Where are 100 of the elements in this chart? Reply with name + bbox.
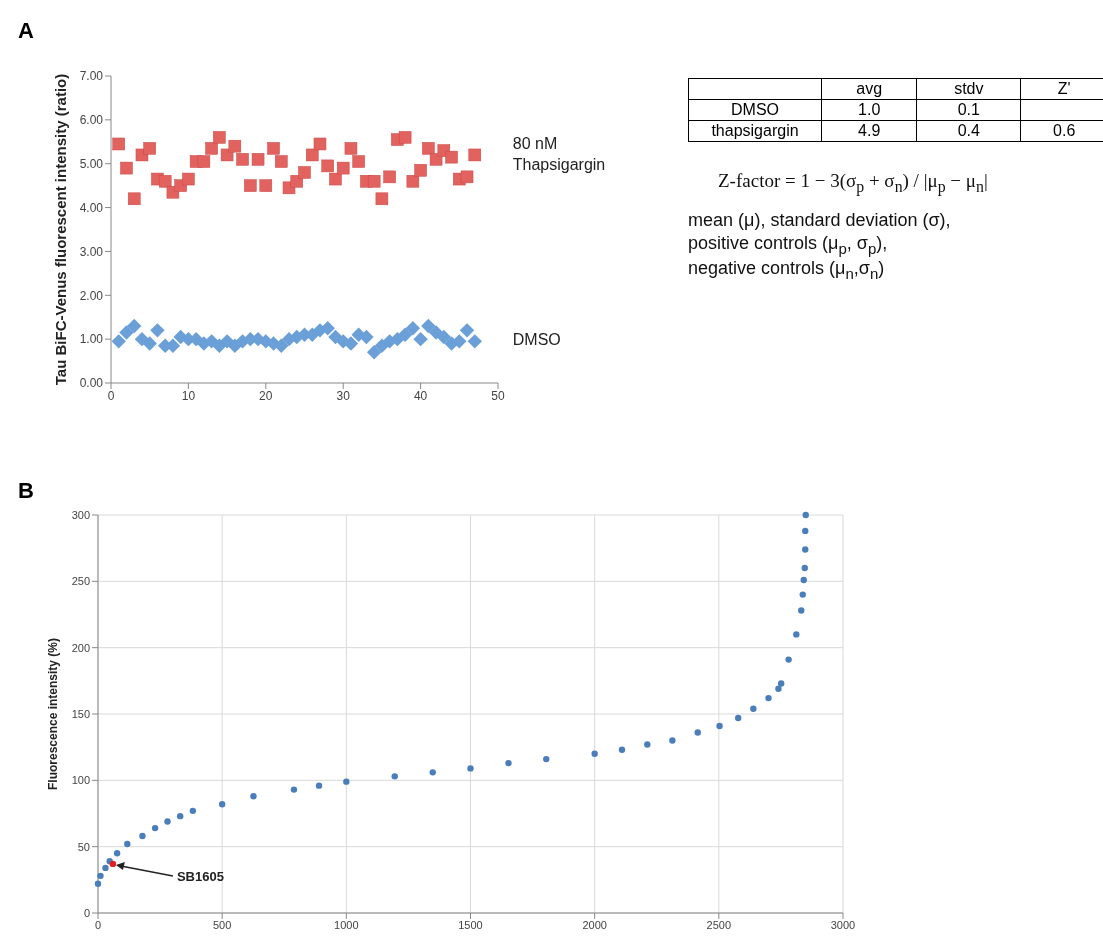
point — [274, 338, 289, 353]
point — [398, 131, 412, 144]
point — [801, 564, 808, 572]
text: 4.9 — [858, 122, 881, 139]
point — [397, 327, 413, 342]
point — [750, 705, 757, 712]
point — [798, 607, 805, 614]
point — [669, 737, 676, 744]
x-tick-label: 50 — [491, 388, 505, 403]
point — [112, 137, 125, 151]
point — [694, 729, 701, 736]
point — [150, 323, 165, 338]
text: negative controls (μ$_{n}$,σ$_{n}$) — [688, 258, 886, 282]
y-tick-label: 1.00 — [79, 332, 104, 347]
point — [111, 334, 126, 349]
category-label: avg — [821, 78, 917, 100]
y-tick-label: 100 — [71, 774, 90, 787]
x-tick-label: 1000 — [334, 918, 359, 931]
point — [406, 175, 420, 188]
x-tick-label: 2500 — [706, 918, 732, 931]
y-tick-label: 6.00 — [79, 113, 104, 128]
point — [429, 769, 436, 776]
point — [459, 323, 475, 338]
x-tick-label: 40 — [413, 388, 428, 403]
point — [452, 334, 467, 349]
point — [151, 824, 159, 832]
point — [244, 179, 257, 192]
point — [102, 864, 109, 872]
point — [275, 155, 288, 168]
point — [367, 175, 381, 188]
y-tick-label: 250 — [71, 575, 90, 588]
point — [139, 832, 146, 840]
point — [644, 741, 651, 748]
point — [124, 840, 131, 848]
point — [298, 166, 311, 179]
point — [218, 801, 226, 808]
point — [119, 325, 134, 340]
category-label: stdv — [916, 78, 1021, 100]
chart-title: A — [18, 18, 34, 44]
point — [414, 164, 427, 177]
x-tick-label: 20 — [259, 388, 273, 403]
point — [177, 812, 184, 820]
point — [383, 170, 396, 184]
point — [467, 334, 482, 349]
point — [164, 818, 171, 825]
point — [250, 793, 257, 800]
x-tick-label: 0 — [107, 388, 115, 403]
y-tick-label: 0.00 — [79, 376, 104, 391]
point — [343, 778, 350, 785]
point — [422, 142, 435, 155]
series-label: 80 nM Thapsigargin — [512, 135, 606, 174]
point — [777, 680, 785, 687]
series-label: DMSO — [512, 331, 561, 349]
y-tick-label: 7.00 — [79, 69, 104, 84]
point — [436, 329, 452, 345]
point — [236, 153, 249, 166]
y-tick-label: 150 — [71, 707, 90, 720]
point — [802, 527, 809, 535]
point — [505, 759, 512, 767]
point — [321, 159, 334, 173]
point — [120, 161, 133, 175]
point — [329, 172, 342, 186]
point — [113, 850, 121, 857]
y-axis-title: Tau BiFC-Venus fluorescent intensity (ratio) — [52, 73, 70, 386]
point — [591, 750, 598, 757]
point — [802, 511, 809, 519]
y-tick-label: 2.00 — [79, 288, 104, 303]
y-tick-label: 3.00 — [79, 244, 104, 259]
text: 1.0 — [858, 101, 881, 118]
text: Z-factor = 1 − 3(σ$_{p}$ + σ$_{n}$) / |μ$_{p}$ − μ$_{n}$| — [718, 170, 988, 195]
point — [467, 765, 474, 772]
point — [413, 331, 428, 347]
text: 0.6 — [1053, 122, 1076, 139]
point — [109, 860, 117, 868]
text: 0.1 — [957, 101, 980, 118]
point — [366, 345, 382, 360]
point — [259, 179, 273, 192]
x-tick-label: 10 — [181, 388, 196, 403]
point — [142, 336, 157, 351]
category-label: thapsigargin — [711, 122, 799, 139]
point — [543, 755, 550, 763]
x-tick-label: 1500 — [458, 918, 483, 931]
text: positive controls (μ$_{p}$, σ$_{p}$), — [688, 232, 889, 257]
point — [375, 192, 389, 206]
point — [197, 155, 211, 168]
point — [127, 318, 142, 334]
point — [799, 591, 806, 598]
chart-title: B — [18, 478, 34, 504]
x-tick-label: 2000 — [582, 918, 607, 931]
point — [305, 148, 319, 162]
point — [213, 131, 226, 144]
x-tick-label: 30 — [336, 388, 351, 403]
text: 0.4 — [957, 122, 980, 139]
point — [793, 631, 800, 638]
point — [189, 807, 197, 815]
x-tick-label: 3000 — [830, 918, 856, 931]
point — [735, 714, 742, 722]
y-axis-title: Fluorescence intensity (%) — [46, 637, 61, 791]
point — [127, 192, 141, 206]
point — [374, 338, 390, 353]
